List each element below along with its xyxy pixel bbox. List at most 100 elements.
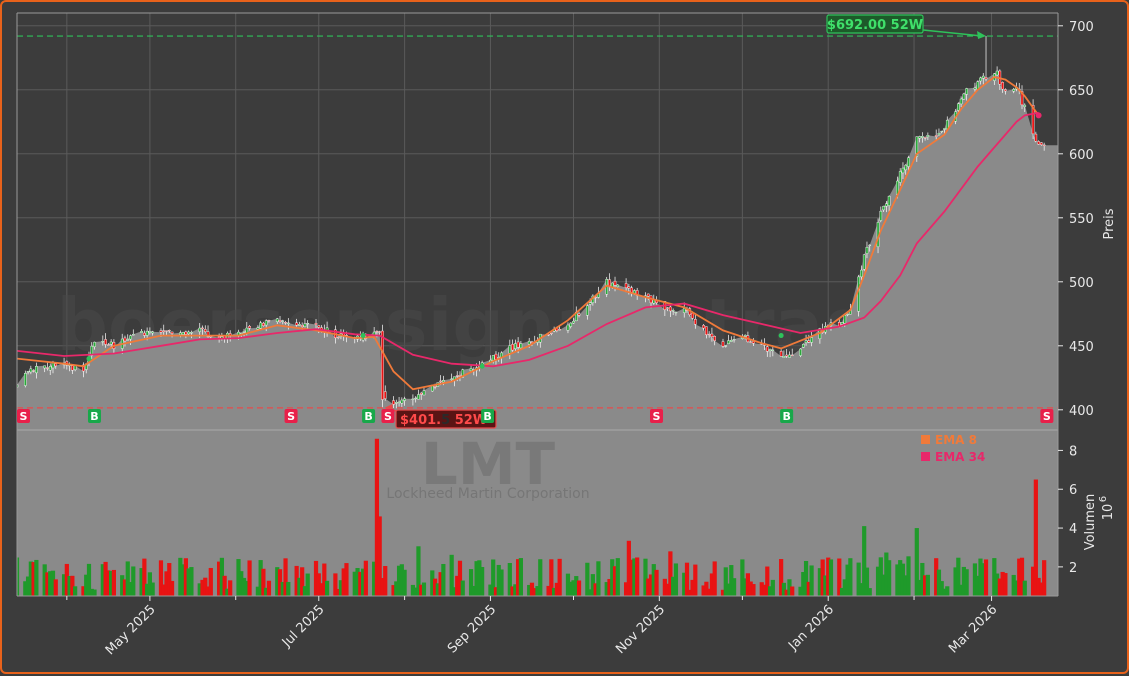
candle-body xyxy=(694,319,697,325)
buy-signal-box xyxy=(780,409,794,423)
volume-bars xyxy=(17,438,1047,596)
candle-body xyxy=(51,362,55,369)
candle-body xyxy=(29,368,33,373)
volume-bar xyxy=(787,579,792,596)
candle-body xyxy=(674,311,678,314)
volume-bar xyxy=(994,573,1000,596)
candle-body xyxy=(455,375,459,377)
candle-body xyxy=(54,363,58,367)
volume-bar xyxy=(654,569,659,596)
candle-body xyxy=(259,322,262,329)
candle-body xyxy=(979,77,982,82)
candle-body xyxy=(203,329,207,332)
candle-body xyxy=(713,336,716,341)
candle-body xyxy=(1037,141,1040,145)
buy-signal-dot xyxy=(778,333,784,339)
volume-bar xyxy=(449,554,454,596)
volume-bar xyxy=(590,574,595,596)
volume-bar xyxy=(878,557,883,596)
candle-body xyxy=(469,368,473,372)
volume-bar xyxy=(181,564,186,596)
volume-bar xyxy=(673,563,679,596)
candle-body xyxy=(765,346,769,352)
volume-bar xyxy=(516,559,521,596)
candle-body xyxy=(201,327,204,330)
volume-bar xyxy=(983,559,989,596)
volume-bar xyxy=(1022,580,1027,596)
volume-bar xyxy=(53,579,58,596)
candle-body xyxy=(71,365,74,371)
date-tick-label: May 2025 xyxy=(103,602,159,658)
volume-bar xyxy=(255,586,260,596)
volume-bar xyxy=(507,563,512,596)
date-tick-label: Jul 2025 xyxy=(279,602,328,651)
volume-bar xyxy=(477,560,482,596)
volume-bar xyxy=(319,583,324,596)
candle-body xyxy=(26,371,30,373)
volume-bar xyxy=(549,559,554,596)
sell-signal-box xyxy=(284,409,298,423)
volume-tick-label: 8 xyxy=(1069,444,1077,459)
volume-bar xyxy=(416,546,421,596)
candle-body xyxy=(17,384,19,388)
candle-body xyxy=(887,196,891,206)
candle-body xyxy=(768,349,772,351)
volume-bar xyxy=(646,578,651,596)
high-52w-arrow xyxy=(922,29,983,37)
volume-bar xyxy=(189,567,194,596)
volume-bar xyxy=(169,580,175,596)
volume-bar xyxy=(546,585,551,596)
volume-bar xyxy=(651,564,656,596)
volume-bar xyxy=(803,560,809,596)
candle-body xyxy=(558,329,561,331)
volume-bar xyxy=(241,577,247,596)
volume-bar xyxy=(565,573,571,596)
candle-body xyxy=(245,327,249,333)
buy-signal-box xyxy=(481,409,495,423)
volume-bar xyxy=(363,560,368,596)
volume-bar xyxy=(632,558,637,596)
candle-body xyxy=(514,343,517,349)
volume-bar xyxy=(593,583,598,596)
signal-label: S xyxy=(1043,410,1051,423)
volume-bar xyxy=(352,571,357,596)
volume-bar xyxy=(823,575,828,596)
volume-bar xyxy=(70,575,75,596)
candle-body xyxy=(101,341,105,343)
candle-body xyxy=(671,310,675,312)
volume-bar xyxy=(920,562,925,596)
candle-body xyxy=(918,136,921,139)
candle-body xyxy=(727,340,730,345)
candle-body xyxy=(298,323,301,326)
volume-bar xyxy=(917,579,922,596)
volume-bar xyxy=(1014,580,1019,596)
candle-body xyxy=(145,330,149,336)
volume-bar xyxy=(89,588,94,596)
candle-body xyxy=(256,327,260,330)
volume-bar xyxy=(740,559,745,596)
volume-bar xyxy=(374,438,380,596)
volume-bar xyxy=(341,568,346,596)
candle-body xyxy=(965,88,968,95)
candle-body xyxy=(93,341,96,347)
volume-bar xyxy=(748,581,753,596)
volume-bar xyxy=(848,558,853,596)
candle-body xyxy=(898,171,902,183)
candle-body xyxy=(1040,142,1043,145)
candle-body xyxy=(278,320,282,322)
volume-bar xyxy=(203,577,208,596)
candle-body xyxy=(381,330,384,400)
volume-bar xyxy=(468,569,474,596)
volume-bar xyxy=(394,581,399,596)
candle-body xyxy=(129,335,132,340)
candle-body xyxy=(724,345,728,347)
volume-bar xyxy=(571,580,576,596)
candle-body xyxy=(198,327,202,332)
volume-bar xyxy=(73,586,78,596)
candle-body xyxy=(682,308,686,313)
high-52w-label-box xyxy=(826,14,924,34)
volume-bar xyxy=(925,574,930,596)
candle-body xyxy=(1020,91,1024,106)
volume-bar xyxy=(665,583,670,596)
